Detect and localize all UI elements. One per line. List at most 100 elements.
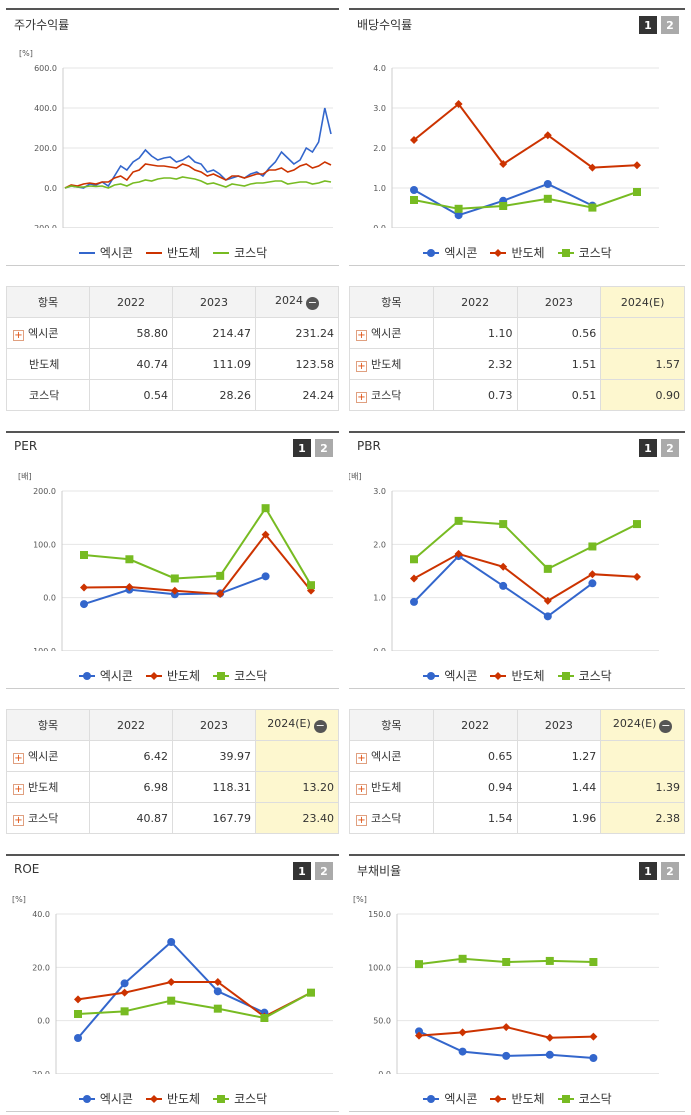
page-2-button[interactable]: 2 bbox=[661, 862, 679, 880]
expand-icon[interactable]: + bbox=[13, 330, 24, 341]
legend-label: 반도체 bbox=[166, 1092, 201, 1106]
data-point bbox=[170, 574, 179, 583]
legend-marker-icon bbox=[490, 1094, 507, 1103]
data-point bbox=[454, 100, 463, 108]
data-point bbox=[410, 597, 418, 606]
row-label-text: 코스닥 bbox=[371, 812, 402, 825]
collapse-icon[interactable]: − bbox=[306, 296, 319, 310]
data-point bbox=[427, 671, 436, 680]
page-1-button[interactable]: 1 bbox=[639, 439, 657, 457]
table-row: + 엑시콘 6.42 39.97 bbox=[6, 740, 339, 772]
series-2 bbox=[410, 516, 641, 573]
series-line bbox=[77, 940, 265, 1039]
column-header: 항목 bbox=[349, 286, 434, 318]
legend-label: 코스닥 bbox=[234, 1092, 268, 1106]
data-point bbox=[410, 136, 418, 144]
column-header: 항목 bbox=[349, 709, 434, 741]
data-point bbox=[561, 671, 570, 680]
legend-item: 엑시콘 bbox=[78, 244, 133, 261]
column-header-label: 2022 bbox=[117, 718, 145, 732]
data-point bbox=[217, 1094, 226, 1103]
page-2-button[interactable]: 2 bbox=[661, 439, 679, 457]
row-label-text: 반도체 bbox=[28, 781, 59, 794]
table-pbr: 항목 2022 2023 2024(E) − + 엑시콘 0.65 1.27 + 반도체 0.94 1.… bbox=[349, 709, 685, 834]
data-point bbox=[545, 1033, 554, 1042]
data-point bbox=[458, 1028, 467, 1037]
table-per: 항목 2022 2023 2024(E) − + 엑시콘 6.42 39.97 + 반도체 6.98 1… bbox=[6, 709, 339, 834]
table-cell: 0.54 bbox=[89, 379, 173, 411]
table-cell bbox=[255, 740, 339, 772]
expand-icon[interactable]: + bbox=[356, 330, 367, 341]
data-point bbox=[543, 564, 552, 573]
table-row: + 코스닥 1.54 1.96 2.38 bbox=[349, 802, 685, 834]
chart-legend: 엑시콘 반도체 코스닥 bbox=[6, 667, 339, 684]
column-header: 2022 bbox=[89, 709, 173, 741]
legend-item: 코스닥 bbox=[212, 244, 267, 261]
expand-icon[interactable]: + bbox=[356, 815, 367, 826]
y-unit-label: [%] bbox=[19, 49, 33, 58]
series-line bbox=[413, 552, 638, 603]
data-point bbox=[499, 160, 508, 168]
column-header: 2023 bbox=[172, 286, 256, 318]
data-point bbox=[543, 131, 552, 140]
series-1 bbox=[80, 530, 315, 598]
row-label-text: 코스닥 bbox=[29, 389, 60, 402]
legend-marker-icon bbox=[423, 248, 440, 257]
y-tick-label: 600.0 bbox=[34, 64, 57, 73]
legend-label: 엑시콘 bbox=[99, 246, 133, 260]
legend-item: 코스닥 bbox=[212, 667, 267, 684]
page-2-button[interactable]: 2 bbox=[315, 439, 333, 457]
data-point bbox=[499, 562, 508, 571]
chart-panel-pbr: PBR12[배]3.02.01.00.020192020202120222023… bbox=[349, 431, 685, 689]
legend-item: 엑시콘 bbox=[78, 1090, 133, 1107]
chart-legend: 엑시콘 반도체 코스닥 bbox=[6, 1090, 339, 1107]
expand-icon[interactable]: + bbox=[356, 392, 367, 403]
table-cell: 1.44 bbox=[516, 771, 602, 803]
data-point bbox=[213, 978, 222, 986]
legend-marker-icon bbox=[213, 671, 230, 680]
legend-item: 반도체 bbox=[489, 667, 545, 684]
legend-label: 엑시콘 bbox=[444, 1092, 478, 1106]
expand-icon[interactable]: + bbox=[13, 815, 24, 826]
expand-icon[interactable]: + bbox=[13, 784, 24, 795]
page-1-button[interactable]: 1 bbox=[293, 862, 311, 880]
page-1-button[interactable]: 1 bbox=[293, 439, 311, 457]
legend-marker-icon bbox=[423, 671, 440, 680]
chart-title: ROE bbox=[14, 862, 40, 876]
data-point bbox=[543, 194, 552, 203]
legend-marker-icon bbox=[213, 1094, 230, 1103]
chart-panel-div: 배당수익률124.03.02.01.00.0201920202021202220… bbox=[349, 8, 685, 266]
collapse-icon[interactable]: − bbox=[313, 719, 327, 733]
table-cell: 1.96 bbox=[516, 802, 602, 834]
table-cell: 214.47 bbox=[172, 317, 256, 349]
data-point bbox=[499, 520, 508, 529]
table-cell: 0.73 bbox=[432, 379, 518, 411]
y-tick-label: 200.0 bbox=[34, 144, 57, 153]
column-header-label: 항목 bbox=[37, 719, 59, 732]
table-cell: 6.98 bbox=[89, 771, 173, 803]
legend-item: 반도체 bbox=[489, 244, 545, 261]
data-point bbox=[213, 987, 222, 996]
page-1-button[interactable]: 1 bbox=[639, 862, 657, 880]
page-2-button[interactable]: 2 bbox=[315, 862, 333, 880]
table-row: + 코스닥 40.87 167.79 23.40 bbox=[6, 802, 339, 834]
expand-icon[interactable]: + bbox=[356, 361, 367, 372]
expand-icon[interactable]: + bbox=[356, 784, 367, 795]
y-tick-label: 100.0 bbox=[368, 963, 391, 972]
series-2 bbox=[80, 504, 315, 590]
column-header-label: 2023 bbox=[200, 295, 228, 309]
legend-item: 반도체 bbox=[145, 1090, 200, 1107]
expand-icon[interactable]: + bbox=[356, 753, 367, 764]
table-row: + 반도체 0.94 1.44 1.39 bbox=[349, 771, 685, 803]
data-point bbox=[410, 186, 418, 194]
y-tick-label: 0.0 bbox=[43, 594, 56, 603]
data-point bbox=[561, 1094, 570, 1103]
data-point bbox=[167, 996, 176, 1005]
page-1-button[interactable]: 1 bbox=[639, 16, 657, 34]
page-2-button[interactable]: 2 bbox=[661, 16, 679, 34]
expand-icon[interactable]: + bbox=[13, 753, 24, 764]
table-header-row: 항목 2022 2023 2024− bbox=[6, 286, 339, 318]
table-row: + 엑시콘 0.65 1.27 bbox=[349, 740, 685, 772]
collapse-icon[interactable]: − bbox=[659, 719, 673, 733]
